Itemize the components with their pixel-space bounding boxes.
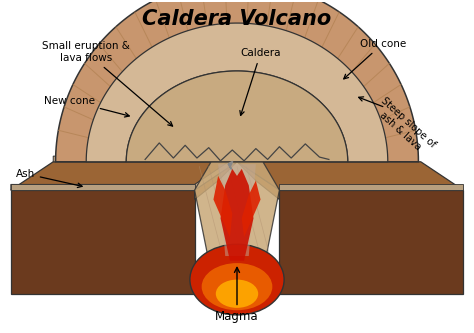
Polygon shape	[237, 162, 463, 190]
Polygon shape	[11, 184, 195, 190]
Text: Old cone: Old cone	[344, 39, 406, 79]
Text: Steep slope of
ash & lava: Steep slope of ash & lava	[371, 95, 438, 158]
Text: New cone: New cone	[44, 96, 129, 117]
Polygon shape	[218, 164, 256, 256]
Ellipse shape	[201, 263, 273, 310]
Text: Ash: Ash	[16, 168, 82, 187]
Polygon shape	[237, 162, 279, 199]
Polygon shape	[195, 162, 237, 199]
Ellipse shape	[190, 244, 284, 315]
Ellipse shape	[216, 280, 258, 308]
Polygon shape	[279, 184, 463, 190]
Text: Caldera Volcano: Caldera Volcano	[142, 9, 332, 29]
Text: Small eruption &
lava flows: Small eruption & lava flows	[42, 41, 173, 126]
Polygon shape	[86, 23, 388, 162]
Polygon shape	[126, 71, 348, 162]
Polygon shape	[213, 176, 232, 237]
Polygon shape	[242, 180, 261, 237]
Polygon shape	[11, 156, 237, 190]
Polygon shape	[195, 162, 279, 294]
Polygon shape	[11, 190, 195, 294]
Polygon shape	[55, 0, 419, 162]
Text: Caldera: Caldera	[240, 48, 281, 116]
Polygon shape	[279, 190, 463, 294]
Text: Magma: Magma	[215, 267, 259, 323]
Polygon shape	[11, 162, 237, 190]
Polygon shape	[220, 169, 254, 261]
